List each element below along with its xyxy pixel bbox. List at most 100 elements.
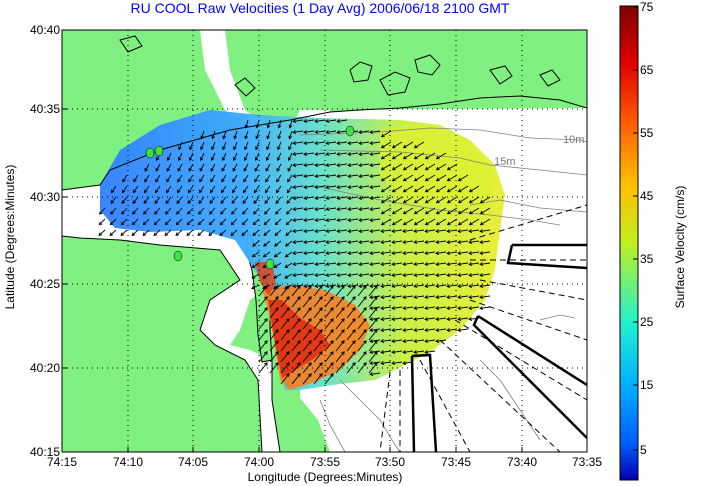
velocity-vector bbox=[381, 130, 392, 138]
colorbar-tick-label: 55 bbox=[640, 126, 654, 140]
velocity-vector bbox=[285, 262, 293, 268]
velocity-vector bbox=[447, 295, 458, 298]
velocity-vector bbox=[348, 174, 359, 177]
velocity-vector-head bbox=[479, 251, 484, 256]
velocity-vector-head bbox=[198, 200, 203, 204]
velocity-vector-head bbox=[164, 232, 169, 236]
velocity-vector-head bbox=[254, 157, 259, 161]
velocity-vector-head bbox=[319, 285, 323, 289]
velocity-vector bbox=[315, 163, 326, 166]
velocity-vector bbox=[425, 207, 436, 215]
velocity-vector-head bbox=[413, 306, 418, 311]
velocity-vector-head bbox=[358, 196, 363, 201]
velocity-vector bbox=[337, 141, 348, 144]
velocity-vector bbox=[187, 196, 194, 204]
velocity-vector-head bbox=[479, 284, 484, 289]
velocity-vector bbox=[255, 141, 260, 150]
colorbar-tick-label: 45 bbox=[640, 189, 654, 203]
velocity-vector bbox=[302, 296, 312, 308]
velocity-vector-head bbox=[424, 240, 429, 245]
velocity-vector-head bbox=[251, 264, 256, 268]
velocity-vector-head bbox=[468, 210, 473, 215]
velocity-vector-head bbox=[303, 218, 308, 223]
velocity-vector-head bbox=[308, 329, 312, 333]
velocity-vector-head bbox=[132, 211, 136, 215]
velocity-vector bbox=[359, 130, 370, 133]
velocity-vector-head bbox=[253, 200, 258, 204]
velocity-vector bbox=[304, 284, 315, 287]
velocity-vector-head bbox=[369, 295, 374, 300]
velocity-vector bbox=[392, 350, 403, 353]
velocity-vector-head bbox=[391, 262, 396, 267]
velocity-vector-head bbox=[347, 240, 352, 245]
velocity-vector bbox=[425, 185, 436, 193]
velocity-vector-head bbox=[402, 199, 407, 204]
velocity-vector-head bbox=[369, 284, 374, 289]
velocity-vector-head bbox=[286, 329, 290, 333]
colorbar-tick-label: 15 bbox=[640, 378, 654, 392]
velocity-vector bbox=[414, 218, 425, 226]
colorbar-tick-label: 35 bbox=[640, 252, 654, 266]
velocity-vector bbox=[293, 163, 304, 166]
velocity-vector-head bbox=[273, 275, 278, 279]
velocity-vector bbox=[326, 251, 337, 254]
velocity-vector-head bbox=[199, 157, 204, 161]
velocity-vector-head bbox=[424, 251, 429, 256]
velocity-vector-head bbox=[391, 199, 396, 204]
velocity-vector-head bbox=[374, 329, 378, 333]
velocity-vector-head bbox=[277, 124, 282, 129]
velocity-vector bbox=[357, 296, 367, 308]
velocity-vector-head bbox=[479, 306, 484, 311]
velocity-vector bbox=[267, 119, 271, 128]
velocity-vector-head bbox=[435, 262, 440, 267]
velocity-vector-head bbox=[142, 232, 147, 236]
velocity-vector bbox=[480, 207, 491, 215]
velocity-vector-head bbox=[132, 189, 137, 194]
velocity-vector-head bbox=[286, 296, 290, 300]
velocity-vector bbox=[359, 207, 370, 210]
velocity-vector-head bbox=[264, 340, 268, 344]
velocity-vector bbox=[198, 218, 205, 226]
velocity-vector-head bbox=[402, 350, 407, 355]
velocity-vector bbox=[414, 317, 425, 320]
velocity-vector-head bbox=[314, 196, 319, 201]
velocity-vector-head bbox=[347, 284, 352, 289]
velocity-vector bbox=[143, 218, 150, 226]
velocity-vector-head bbox=[166, 157, 171, 161]
velocity-vector bbox=[447, 306, 458, 309]
velocity-vector-head bbox=[220, 189, 225, 194]
velocity-vector-head bbox=[391, 295, 396, 300]
velocity-vector-head bbox=[243, 178, 247, 183]
velocity-vector-head bbox=[435, 317, 440, 322]
velocity-vector bbox=[165, 196, 172, 204]
velocity-vector bbox=[293, 218, 304, 221]
velocity-vector bbox=[370, 361, 381, 364]
velocity-vector bbox=[392, 295, 403, 298]
velocity-vector-head bbox=[233, 135, 237, 140]
velocity-vector bbox=[425, 240, 436, 243]
velocity-vector bbox=[291, 362, 301, 374]
velocity-vector-head bbox=[287, 157, 292, 161]
velocity-vector bbox=[414, 152, 425, 160]
velocity-vector bbox=[368, 340, 378, 352]
velocity-vector bbox=[414, 295, 425, 298]
velocity-vector-head bbox=[341, 329, 345, 333]
velocity-vector bbox=[131, 229, 139, 236]
velocity-vector bbox=[392, 273, 403, 276]
velocity-vector-head bbox=[374, 362, 378, 366]
velocity-vector bbox=[368, 329, 378, 341]
lat-tick-label: 40:25 bbox=[29, 277, 60, 291]
velocity-vector bbox=[99, 218, 106, 226]
velocity-vector-head bbox=[424, 284, 429, 289]
velocity-vector bbox=[264, 196, 271, 204]
velocity-vector-head bbox=[314, 262, 319, 267]
velocity-vector bbox=[370, 141, 381, 144]
velocity-vector-head bbox=[303, 141, 308, 146]
velocity-vector-head bbox=[380, 229, 385, 234]
velocity-vector-head bbox=[336, 130, 341, 135]
velocity-vector bbox=[231, 196, 238, 204]
velocity-vector bbox=[198, 196, 205, 204]
velocity-vector-head bbox=[209, 211, 213, 215]
velocity-vector-head bbox=[262, 264, 267, 268]
velocity-vector-head bbox=[402, 262, 407, 267]
